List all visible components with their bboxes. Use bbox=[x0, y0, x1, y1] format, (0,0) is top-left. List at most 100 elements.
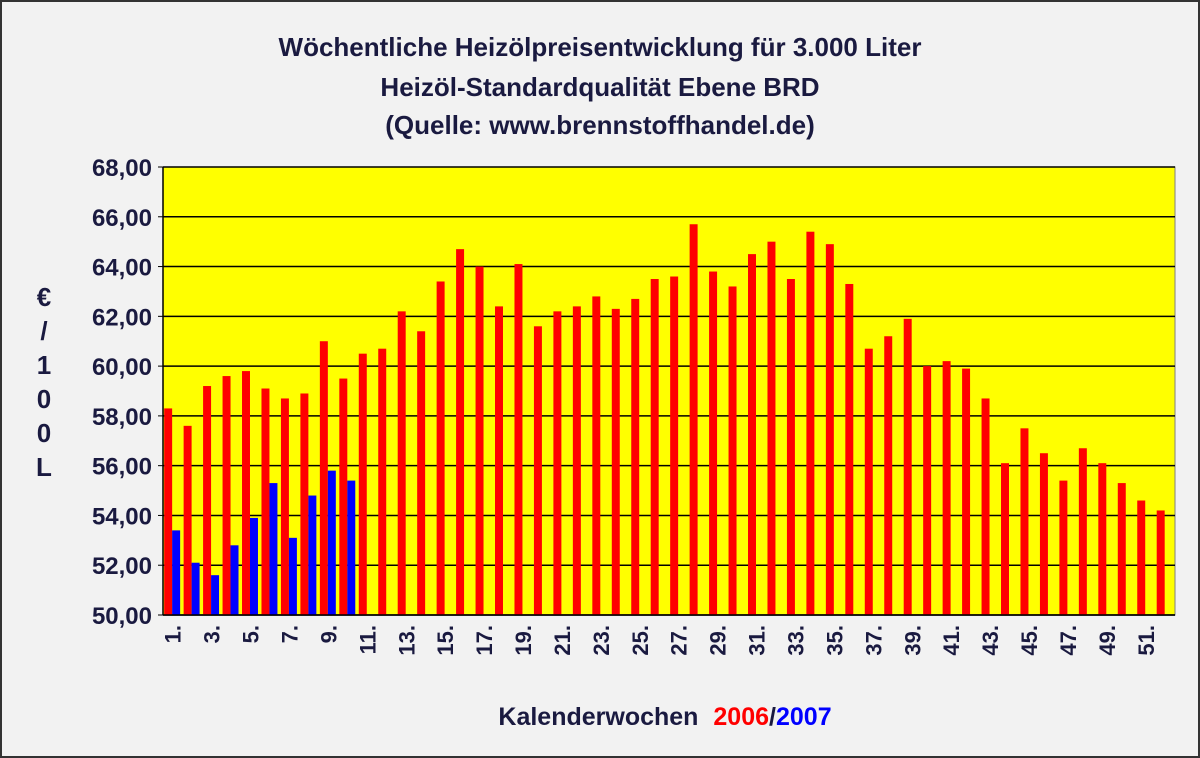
bar bbox=[942, 361, 951, 615]
bar bbox=[280, 398, 289, 615]
bar bbox=[1156, 510, 1165, 615]
y-tick-label: 50,00 bbox=[92, 603, 152, 630]
bar bbox=[308, 495, 317, 615]
x-tick-label: 15. bbox=[433, 625, 458, 656]
x-tick-label: 9. bbox=[316, 625, 341, 643]
x-axis-label-separator: / bbox=[769, 703, 776, 731]
x-tick-label: 31. bbox=[745, 625, 770, 656]
x-tick-label: 11. bbox=[355, 625, 380, 654]
bar bbox=[806, 231, 815, 615]
bar bbox=[495, 306, 503, 615]
bar bbox=[825, 244, 834, 615]
x-tick-label: 27. bbox=[667, 625, 692, 656]
bar bbox=[456, 249, 465, 615]
x-tick-label: 13. bbox=[394, 625, 419, 656]
bar bbox=[211, 575, 220, 615]
bar bbox=[533, 326, 542, 615]
bar bbox=[378, 348, 387, 615]
x-tick-label: 19. bbox=[511, 625, 536, 656]
bar bbox=[1020, 428, 1029, 615]
x-tick-label: 43. bbox=[978, 625, 1003, 656]
bar bbox=[222, 376, 231, 615]
x-tick-label: 49. bbox=[1095, 625, 1120, 656]
y-axis-label: €/100L bbox=[29, 282, 59, 486]
x-tick-label: 7. bbox=[278, 625, 303, 643]
bar bbox=[319, 341, 328, 615]
bar bbox=[1098, 463, 1107, 615]
y-tick-label: 60,00 bbox=[92, 354, 152, 381]
x-tick-label: 45. bbox=[1017, 625, 1042, 656]
bar bbox=[288, 537, 297, 615]
bar bbox=[1001, 463, 1009, 615]
legend-entry: 2007 bbox=[776, 703, 832, 731]
bar bbox=[397, 311, 406, 615]
x-tick-label: 41. bbox=[939, 625, 964, 656]
x-tick-label: 3. bbox=[200, 625, 225, 643]
x-tick-label: 17. bbox=[472, 625, 497, 656]
bar bbox=[347, 480, 356, 615]
bar bbox=[1137, 500, 1146, 615]
y-tick-label: 56,00 bbox=[92, 454, 152, 481]
bar bbox=[191, 562, 200, 615]
bar bbox=[1117, 483, 1126, 615]
x-axis-label-text: Kalenderwochen bbox=[498, 703, 698, 731]
y-tick-label: 52,00 bbox=[92, 553, 152, 580]
bar bbox=[1039, 453, 1048, 615]
x-tick-label: 51. bbox=[1134, 625, 1159, 656]
y-tick-label: 58,00 bbox=[92, 404, 152, 431]
bar bbox=[845, 283, 854, 615]
y-tick-label: 66,00 bbox=[92, 205, 152, 232]
bar bbox=[611, 308, 620, 615]
bar bbox=[358, 353, 367, 615]
bar bbox=[767, 241, 776, 615]
bar bbox=[417, 331, 426, 615]
bar bbox=[631, 298, 640, 615]
x-tick-label: 23. bbox=[589, 625, 614, 656]
bar bbox=[553, 311, 562, 615]
bar bbox=[1059, 480, 1068, 615]
bar bbox=[300, 393, 309, 615]
bar bbox=[962, 368, 971, 615]
x-tick-label: 39. bbox=[900, 625, 925, 656]
bar bbox=[903, 318, 912, 615]
y-tick-label: 64,00 bbox=[92, 255, 152, 282]
x-tick-label: 29. bbox=[706, 625, 731, 656]
bar bbox=[670, 276, 679, 615]
bar bbox=[650, 279, 659, 615]
x-axis-label: Kalenderwochen 2006/2007 bbox=[498, 703, 831, 731]
bar bbox=[884, 336, 893, 615]
x-tick-label: 1. bbox=[161, 625, 186, 643]
x-tick-label: 37. bbox=[861, 625, 886, 656]
x-tick-label: 47. bbox=[1056, 625, 1081, 656]
bar bbox=[327, 470, 336, 615]
bar bbox=[203, 386, 212, 615]
bar bbox=[172, 530, 181, 615]
bar bbox=[514, 264, 523, 615]
legend-entry: 2006 bbox=[713, 703, 769, 731]
x-tick-label: 25. bbox=[628, 625, 653, 656]
bar bbox=[164, 408, 173, 615]
bar bbox=[230, 545, 239, 615]
bar bbox=[339, 378, 348, 615]
bar bbox=[249, 517, 258, 615]
bar bbox=[183, 425, 192, 615]
bar bbox=[436, 281, 445, 615]
chart-title: (Quelle: www.brennstoffhandel.de) bbox=[385, 110, 815, 140]
x-tick-label: 33. bbox=[784, 625, 809, 656]
chart-title: Wöchentliche Heizölpreisentwicklung für … bbox=[279, 32, 922, 62]
bar bbox=[709, 271, 718, 615]
x-tick-label: 35. bbox=[822, 625, 847, 656]
bar bbox=[748, 254, 756, 615]
bar bbox=[864, 348, 873, 615]
bar bbox=[689, 224, 698, 615]
bar bbox=[981, 398, 990, 615]
bar bbox=[242, 371, 250, 615]
bar bbox=[923, 366, 932, 615]
bar bbox=[786, 279, 795, 615]
y-tick-label: 54,00 bbox=[92, 503, 152, 530]
y-tick-label: 68,00 bbox=[92, 155, 152, 182]
x-tick-label: 5. bbox=[239, 625, 264, 643]
bar bbox=[728, 286, 737, 615]
y-tick-label: 62,00 bbox=[92, 304, 152, 331]
